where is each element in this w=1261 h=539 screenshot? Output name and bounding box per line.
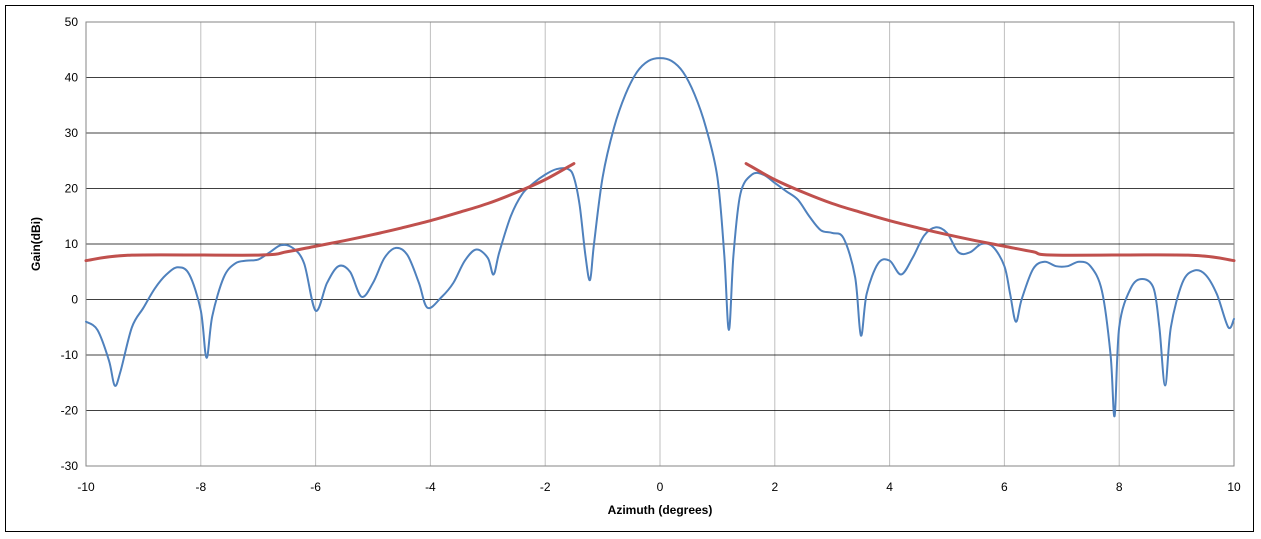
x-tick-label: 0 xyxy=(657,480,664,494)
x-tick-label: 2 xyxy=(771,480,778,494)
y-tick-label: 50 xyxy=(65,15,79,29)
x-axis-ticks: -10 -8 -6 -4 -2 0 2 4 6 8 10 xyxy=(77,480,1241,494)
y-tick-label: 30 xyxy=(65,126,79,140)
grid xyxy=(85,21,1235,467)
chart-frame xyxy=(5,5,1254,532)
y-axis-ticks: -30 -20 -10 0 10 20 30 40 50 xyxy=(61,15,79,473)
x-tick-label: 6 xyxy=(1001,480,1008,494)
x-tick-label: -8 xyxy=(195,480,206,494)
y-tick-label: 20 xyxy=(65,182,79,196)
gain-series-line xyxy=(85,57,1235,418)
x-tick-label: 4 xyxy=(886,480,893,494)
plot-area-border xyxy=(85,21,1235,467)
x-tick-label: -10 xyxy=(77,480,95,494)
x-tick-label: 10 xyxy=(1227,480,1241,494)
x-tick-label: -6 xyxy=(310,480,321,494)
y-axis-title: Gain(dBi) xyxy=(29,217,43,271)
envelope-series-line xyxy=(744,162,1236,263)
y-tick-label: 40 xyxy=(65,71,79,85)
x-axis-title: Azimuth (degrees) xyxy=(608,503,713,517)
y-tick-label: 10 xyxy=(65,237,79,251)
y-tick-label: 0 xyxy=(71,293,78,307)
y-tick-label: -10 xyxy=(61,348,79,362)
y-tick-label: -30 xyxy=(61,459,79,473)
x-tick-label: -2 xyxy=(540,480,551,494)
series-layer xyxy=(84,57,1236,418)
x-tick-label: 8 xyxy=(1116,480,1123,494)
envelope-series-line xyxy=(84,162,576,263)
y-tick-label: -20 xyxy=(61,404,79,418)
x-tick-label: -4 xyxy=(425,480,436,494)
